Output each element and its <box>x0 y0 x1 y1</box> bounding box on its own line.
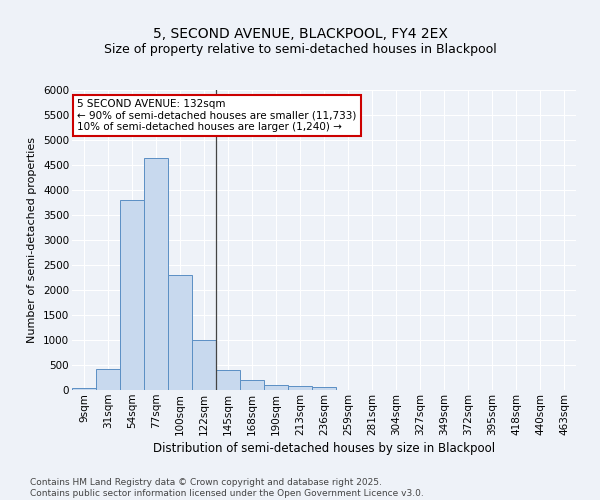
Bar <box>192 340 216 390</box>
Bar <box>72 388 96 390</box>
Bar <box>312 387 336 390</box>
Bar <box>120 200 144 390</box>
Bar <box>216 370 240 390</box>
Text: Size of property relative to semi-detached houses in Blackpool: Size of property relative to semi-detach… <box>104 42 496 56</box>
Bar <box>168 275 192 390</box>
Bar <box>144 158 168 390</box>
Bar <box>96 368 120 390</box>
X-axis label: Distribution of semi-detached houses by size in Blackpool: Distribution of semi-detached houses by … <box>153 442 495 455</box>
Text: 5 SECOND AVENUE: 132sqm
← 90% of semi-detached houses are smaller (11,733)
10% o: 5 SECOND AVENUE: 132sqm ← 90% of semi-de… <box>77 99 356 132</box>
Bar <box>288 386 312 390</box>
Y-axis label: Number of semi-detached properties: Number of semi-detached properties <box>28 137 37 343</box>
Text: Contains HM Land Registry data © Crown copyright and database right 2025.
Contai: Contains HM Land Registry data © Crown c… <box>30 478 424 498</box>
Text: 5, SECOND AVENUE, BLACKPOOL, FY4 2EX: 5, SECOND AVENUE, BLACKPOOL, FY4 2EX <box>152 28 448 42</box>
Bar <box>240 380 264 390</box>
Bar <box>264 385 288 390</box>
